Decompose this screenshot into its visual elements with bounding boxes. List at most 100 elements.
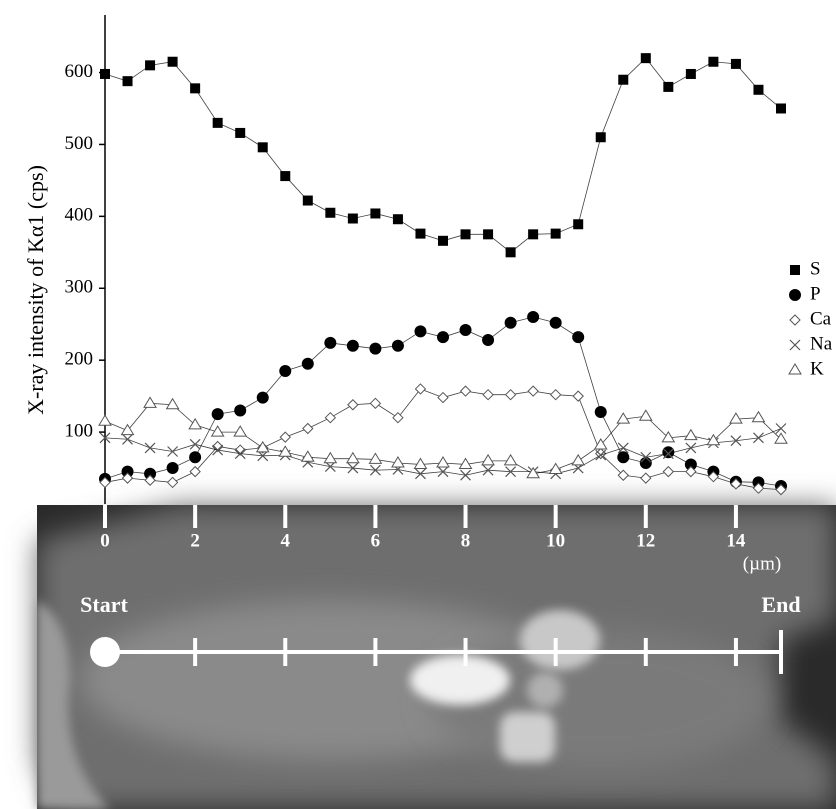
data-point [99, 476, 111, 489]
data-point [549, 316, 562, 329]
data-point [595, 449, 607, 461]
data-point [279, 431, 291, 443]
data-point [571, 453, 586, 466]
data-point [256, 391, 269, 404]
data-point [325, 207, 336, 218]
data-point [167, 446, 179, 457]
data-point [255, 440, 270, 453]
legend-marker [789, 314, 801, 326]
data-point [189, 451, 202, 464]
data-point [190, 83, 201, 94]
data-point [144, 467, 157, 480]
data-point [752, 476, 765, 489]
data-point [121, 472, 134, 484]
data-point [188, 417, 203, 430]
scan-start [90, 637, 120, 667]
data-point [302, 422, 314, 435]
data-point [369, 397, 382, 410]
data-point [233, 425, 248, 437]
data-point [685, 465, 697, 478]
data-point [369, 464, 381, 476]
data-point [685, 442, 697, 454]
data-point [594, 405, 607, 418]
legend-marker [789, 289, 801, 301]
data-point [662, 448, 674, 460]
y-tick-label: 100 [65, 420, 94, 441]
start-label: Start [80, 592, 128, 617]
x-tick-label: 10 [546, 530, 565, 551]
data-point [751, 410, 766, 423]
data-point [708, 56, 719, 67]
data-point [618, 74, 629, 85]
legend-label: S [810, 258, 821, 279]
data-point [753, 84, 764, 95]
data-point [683, 428, 698, 441]
data-point [460, 229, 471, 240]
data-point [437, 331, 449, 344]
data-point [415, 228, 426, 239]
data-point [753, 432, 764, 444]
data-point [548, 462, 563, 474]
x-tick-label: 12 [636, 530, 655, 551]
legend-marker [789, 339, 801, 351]
data-point [120, 423, 135, 436]
data-point [347, 462, 359, 474]
data-point [617, 469, 629, 481]
legend-label: P [810, 283, 821, 304]
data-point [347, 213, 358, 224]
data-point [638, 409, 653, 421]
data-point [165, 397, 180, 410]
data-point [145, 60, 156, 71]
x-tick-label: 6 [371, 530, 381, 551]
data-point [189, 465, 201, 478]
y-tick-label: 500 [65, 133, 94, 154]
y-tick-label: 300 [65, 277, 94, 298]
data-point [595, 132, 606, 143]
data-point [481, 453, 495, 466]
data-point [166, 462, 179, 475]
data-point [617, 451, 630, 464]
data-point [211, 440, 224, 453]
data-point [210, 425, 225, 437]
data-point [527, 311, 540, 324]
data-point [752, 482, 765, 494]
legend-label: Na [810, 333, 833, 354]
data-point [415, 468, 426, 480]
data-point [729, 412, 743, 424]
data-point [460, 469, 471, 481]
legend-label: K [810, 358, 824, 379]
data-point [235, 127, 246, 138]
data-point [572, 390, 584, 402]
data-point [776, 103, 786, 114]
data-point [324, 461, 336, 473]
data-point [775, 483, 787, 496]
data-point [211, 408, 224, 421]
data-point [707, 470, 720, 483]
data-point [730, 58, 741, 69]
data-point [438, 235, 448, 246]
data-point [369, 342, 382, 355]
x-tick-label: 4 [281, 530, 291, 551]
data-point [640, 53, 651, 64]
data-point [122, 76, 133, 87]
data-point [616, 412, 631, 424]
data-point [573, 219, 584, 230]
data-point [662, 465, 675, 478]
data-point [730, 435, 742, 447]
end-label: End [761, 592, 800, 617]
data-point [301, 357, 314, 370]
data-point [437, 466, 449, 478]
data-point [459, 323, 472, 336]
data-point [505, 247, 516, 258]
data-point [413, 457, 428, 469]
data-point [661, 430, 676, 443]
x-tick-label: 8 [461, 530, 471, 551]
data-point [414, 383, 427, 395]
data-point [391, 339, 404, 352]
data-point [730, 478, 742, 490]
data-point [144, 474, 156, 486]
data-point [212, 444, 224, 456]
x-unit: (µm) [743, 553, 781, 574]
x-tick-label: 14 [726, 530, 746, 551]
